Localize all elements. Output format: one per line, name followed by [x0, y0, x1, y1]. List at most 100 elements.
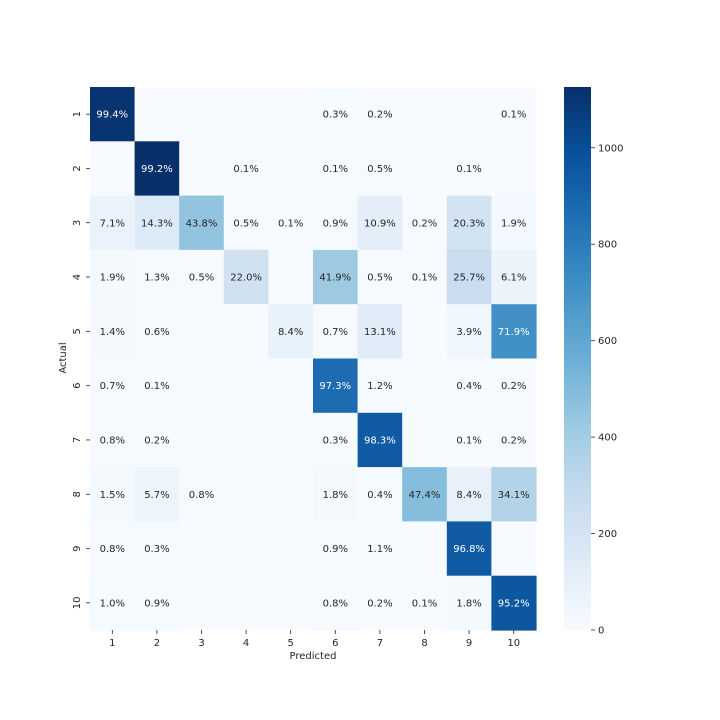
cell-label-r2-c9: 0.1%: [456, 164, 481, 175]
cell-label-r6-c2: 0.1%: [144, 381, 169, 392]
y-axis-ticks: 1 2 3 4 5 6 7 8 9 10: [72, 111, 90, 609]
heatmap-cell-r8-c4: [223, 467, 269, 522]
cell-label-r3-c3: 43.8%: [186, 218, 218, 229]
cell-label-r6-c1: 0.7%: [100, 381, 125, 392]
x-tick-label-10: 10: [507, 638, 520, 649]
heatmap-cell-r9-c6: [313, 521, 359, 577]
heatmap-cell-r5-c9: [446, 304, 492, 360]
cell-label-r3-c4: 0.5%: [233, 218, 258, 229]
cell-label-r3-c5: 0.1%: [278, 218, 303, 229]
cell-label-r9-c9: 96.8%: [453, 544, 485, 555]
heatmap-cell-r8-c8: [402, 467, 448, 522]
heatmap-cell-r3-c3: [179, 195, 225, 251]
heatmap-cell-r1-c7: [357, 87, 403, 142]
heatmap-cell-r4-c3: [179, 249, 225, 305]
heatmap-cell-r3-c4: [223, 195, 269, 251]
heatmap-cell-r9-c3: [179, 521, 225, 577]
y-tick-label-6: 6: [72, 382, 83, 388]
y-tick-label-4: 4: [72, 274, 83, 280]
heatmap-cell-r9-c2: [134, 521, 180, 577]
heatmap-cell-r1-c1: [90, 87, 136, 142]
heatmap-cell-r10-c9: [446, 575, 492, 631]
heatmap-cell-r2-c9: [446, 141, 492, 197]
heatmap-cell-r5-c5: [268, 304, 314, 360]
heatmap-cell-r2-c2: [134, 141, 180, 197]
cell-label-r9-c1: 0.8%: [100, 544, 125, 555]
heatmap-cell-r2-c7: [357, 141, 403, 197]
heatmap-cell-r3-c8: [402, 195, 448, 251]
heatmap-cell-r6-c2: [134, 358, 180, 414]
x-tick-label-3: 3: [198, 638, 204, 649]
cell-label-r2-c4: 0.1%: [233, 164, 258, 175]
heatmap-cell-r6-c3: [179, 358, 225, 414]
heatmap-cell-r3-c6: [313, 195, 359, 251]
y-tick-label-3: 3: [72, 220, 83, 226]
heatmap-cell-r9-c8: [402, 521, 448, 577]
heatmap-cell-r8-c1: [90, 467, 136, 522]
cell-label-r4-c9: 25.7%: [453, 273, 485, 284]
heatmap-cell-r5-c2: [134, 304, 180, 360]
cell-label-r4-c2: 1.3%: [144, 273, 169, 284]
cell-label-r1-c1: 99.4%: [96, 110, 128, 121]
cell-label-r1-c7: 0.2%: [367, 110, 392, 121]
cell-label-r8-c10: 34.1%: [498, 490, 530, 501]
heatmap-cell-r10-c7: [357, 575, 403, 631]
heatmap-cell-r8-c2: [134, 467, 180, 522]
heatmap-cell-r5-c6: [313, 304, 359, 360]
heatmap-cell-r2-c1: [90, 141, 136, 197]
x-tick-label-5: 5: [288, 638, 294, 649]
cell-label-r7-c1: 0.8%: [100, 435, 125, 446]
heatmap-cell-r6-c5: [268, 358, 314, 414]
heatmap-cell-r8-c6: [313, 467, 359, 522]
heatmap-cell-r3-c9: [446, 195, 492, 251]
cell-label-r6-c9: 0.4%: [456, 381, 481, 392]
cell-label-r3-c6: 0.9%: [323, 218, 348, 229]
heatmap-cell-r1-c9: [446, 87, 492, 142]
x-axis-ticks: 1 2 3 4 5 6 7 8 9 10: [109, 630, 520, 649]
heatmap-cell-r1-c8: [402, 87, 448, 142]
y-tick-label-8: 8: [72, 491, 83, 497]
heatmap-cells: [90, 87, 537, 631]
heatmap-cell-r1-c2: [134, 87, 180, 142]
heatmap-cell-r6-c1: [90, 358, 136, 414]
heatmap-cell-r2-c3: [179, 141, 225, 197]
y-tick-label-7: 7: [72, 437, 83, 443]
cell-label-r2-c2: 99.2%: [141, 164, 173, 175]
cell-label-r6-c10: 0.2%: [501, 381, 526, 392]
cell-label-r7-c9: 0.1%: [456, 435, 481, 446]
heatmap-cell-labels: 99.4% 0.3% 0.2% 0.1% 99.2% 0.1% 0.1% 0.5% 0.1% 7.…: [96, 110, 529, 610]
heatmap-cell-r6-c8: [402, 358, 448, 414]
cell-label-r9-c6: 0.9%: [323, 544, 348, 555]
cell-label-r9-c7: 1.1%: [367, 544, 392, 555]
heatmap-cell-r7-c10: [491, 412, 537, 468]
cell-label-r7-c10: 0.2%: [501, 435, 526, 446]
heatmap-cell-r9-c4: [223, 521, 269, 577]
cell-label-r8-c2: 5.7%: [144, 490, 169, 501]
cell-label-r1-c10: 0.1%: [501, 110, 526, 121]
heatmap-cell-r1-c10: [491, 87, 537, 142]
x-tick-label-6: 6: [332, 638, 338, 649]
cell-label-r8-c9: 8.4%: [456, 490, 481, 501]
colorbar-ticks: 0 200 400 600 800 1000: [591, 143, 623, 637]
heatmap-cell-r1-c3: [179, 87, 225, 142]
cell-label-r10-c6: 0.8%: [323, 598, 348, 609]
cell-label-r4-c6: 41.9%: [319, 273, 351, 284]
cell-label-r2-c7: 0.5%: [367, 164, 392, 175]
heatmap-cell-r6-c7: [357, 358, 403, 414]
heatmap-cell-r4-c7: [357, 249, 403, 305]
heatmap-cell-r6-c10: [491, 358, 537, 414]
heatmap-cell-r2-c4: [223, 141, 269, 197]
heatmap-cell-r5-c1: [90, 304, 136, 360]
heatmap-cell-r7-c7: [357, 412, 403, 468]
cell-label-r4-c8: 0.1%: [412, 273, 437, 284]
colorbar: [564, 87, 591, 630]
heatmap-cell-r4-c10: [491, 249, 537, 305]
x-tick-label-7: 7: [377, 638, 383, 649]
cell-label-r10-c7: 0.2%: [367, 598, 392, 609]
y-tick-label-2: 2: [72, 165, 83, 171]
cell-label-r10-c9: 1.8%: [456, 598, 481, 609]
heatmap-cell-r5-c7: [357, 304, 403, 360]
heatmap-cell-r8-c5: [268, 467, 314, 522]
heatmap-cell-r9-c1: [90, 521, 136, 577]
